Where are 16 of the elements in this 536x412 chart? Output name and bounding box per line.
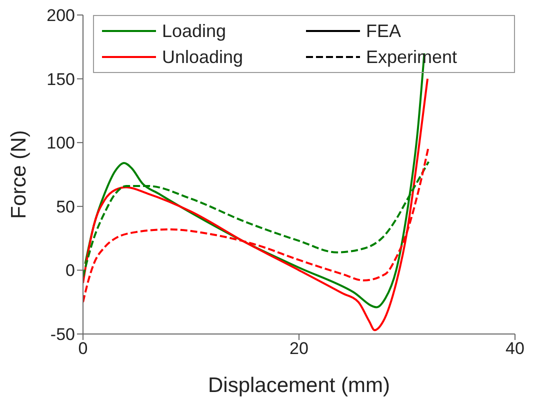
x-tick-label: 40 — [506, 339, 524, 358]
line-series — [83, 78, 429, 332]
legend-label: Experiment — [366, 46, 458, 68]
y-tick-label: 150 — [46, 70, 75, 89]
y-tick-label: -50 — [50, 325, 75, 344]
y-tick-label: 200 — [46, 6, 75, 26]
y-axis-title: Force (N) — [7, 130, 30, 219]
y-tick-label: 50 — [56, 197, 75, 216]
x-tick-label: 0 — [78, 339, 88, 358]
x-axis-title: Displacement (mm) — [208, 374, 390, 397]
x-tick-label: 20 — [290, 339, 308, 358]
legend-label: Loading — [162, 20, 226, 42]
y-tick-label: 100 — [46, 134, 75, 153]
y-tick-label: 0 — [66, 261, 75, 280]
legend-label: FEA — [366, 20, 402, 42]
legend-label: Unloading — [162, 46, 244, 68]
